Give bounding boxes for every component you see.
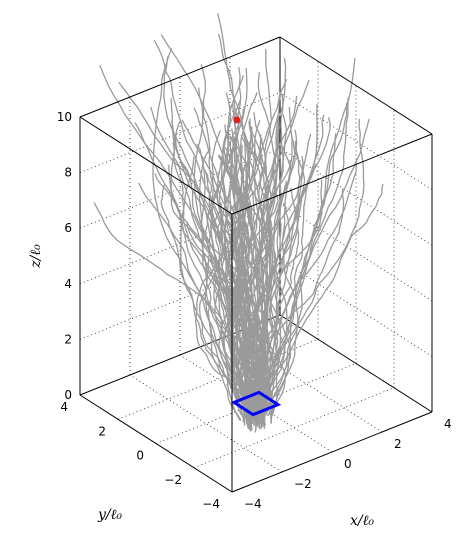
trajectory-line	[218, 154, 249, 418]
trajectory-line	[224, 124, 275, 420]
trajectory-line	[267, 118, 365, 412]
source-square	[230, 390, 282, 417]
y-tick-label: −4	[202, 497, 220, 511]
trajectory-line	[160, 184, 242, 421]
z-tick-label: 10	[57, 110, 72, 124]
marker-layer	[230, 116, 282, 417]
y-tick-label: −2	[164, 473, 182, 487]
box-edge	[279, 36, 433, 135]
trajectory-line	[239, 120, 272, 422]
z-tick-label: 8	[64, 166, 72, 180]
box-edge	[231, 133, 433, 215]
trajectory-line	[153, 39, 264, 428]
trajectory-line	[170, 97, 256, 416]
x-axis-label: x/ℓ₀	[350, 513, 374, 529]
z-tick-label: 0	[64, 388, 72, 402]
z-tick-label: 2	[64, 332, 72, 346]
y-axis-label: y/ℓ₀	[97, 507, 122, 523]
box-edge	[79, 36, 281, 118]
trajectory-line	[170, 120, 250, 426]
trajectory-line	[224, 146, 271, 413]
y-tick-label: 4	[60, 400, 68, 414]
trajectory-line	[222, 109, 253, 415]
trajectory-line	[198, 148, 272, 414]
trajectory-line	[204, 136, 251, 422]
target-point	[233, 116, 241, 124]
box-edge	[79, 394, 233, 493]
x-tick-label: −4	[244, 497, 262, 511]
grid-line	[193, 387, 395, 469]
trajectory-line	[253, 93, 284, 426]
trajectory-line	[249, 184, 384, 409]
x-tick-label: 4	[444, 417, 452, 431]
y-tick-label: 0	[136, 449, 144, 463]
trajectory-line	[93, 202, 259, 411]
trajectory-layer	[93, 13, 384, 433]
trajectory-line	[230, 134, 274, 417]
box-edge	[279, 314, 433, 413]
trajectory-line	[264, 48, 279, 414]
trajectory-line	[262, 179, 323, 429]
trajectory-line	[152, 48, 263, 416]
trajectory-line	[233, 220, 257, 419]
trajectory-line	[218, 203, 275, 424]
trajectory-line	[270, 102, 348, 420]
trajectory-line	[229, 135, 260, 428]
trajectory-line	[244, 138, 258, 407]
x-tick-label: −2	[294, 477, 312, 491]
box-edge	[231, 411, 433, 493]
trajectory-line	[196, 143, 253, 419]
trajectory-line	[260, 97, 349, 420]
x-tick-label: 0	[344, 457, 352, 471]
box-edge	[79, 116, 233, 215]
tick-label-layer: 0 2 4 6 8 10 −4 −2 0 2 4 −4 −2 0 2 4	[57, 110, 452, 511]
box-front-edges	[79, 36, 433, 492]
z-axis-label: z/ℓ₀	[28, 244, 44, 269]
x-tick-label: 2	[394, 437, 402, 451]
trajectory-line	[234, 112, 267, 414]
z-tick-label: 6	[64, 221, 72, 235]
y-tick-label: 2	[98, 424, 106, 438]
z-tick-label: 4	[64, 277, 72, 291]
